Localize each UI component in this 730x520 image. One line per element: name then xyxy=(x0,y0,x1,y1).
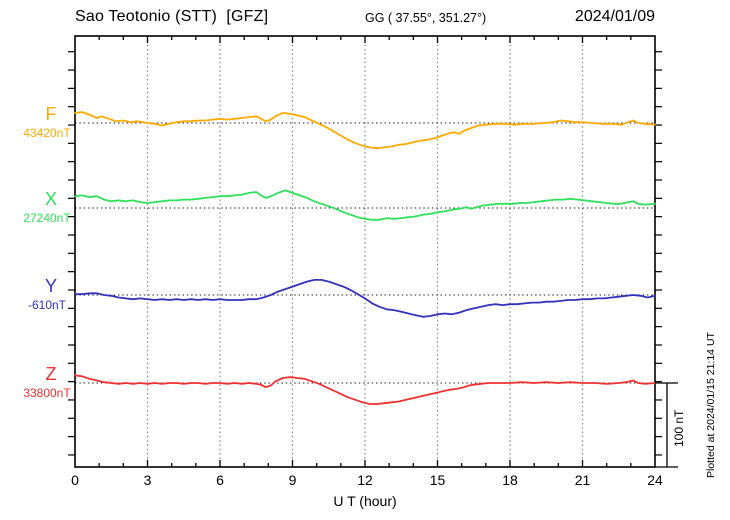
geographic-coordinates: GG ( 37.55°, 351.27°) xyxy=(365,11,487,25)
series-baseline-value-X: 27240nT xyxy=(23,211,71,225)
plot-date: 2024/01/09 xyxy=(574,8,655,25)
station-title: Sao Teotonio (STT) [GFZ] xyxy=(75,8,269,25)
series-baseline-value-F: 43420nT xyxy=(23,126,71,140)
series-baseline-value-Y: -610nT xyxy=(27,298,67,312)
x-tick-label-6: 6 xyxy=(216,472,224,488)
series-letter-X: X xyxy=(44,189,58,209)
x-tick-label-24: 24 xyxy=(647,472,663,488)
curve-Z xyxy=(74,374,656,405)
series-baseline-value-Z: 33800nT xyxy=(23,386,71,400)
x-axis-label: U T (hour) xyxy=(333,493,397,509)
series-letter-F: F xyxy=(45,104,57,124)
x-tick-label-12: 12 xyxy=(357,472,373,488)
curve-X xyxy=(74,189,656,221)
plotted-at-note: Plotted at 2024/01/15 21:14 UT xyxy=(705,332,717,478)
x-tick-label-9: 9 xyxy=(288,472,297,488)
curve-Y xyxy=(74,278,656,318)
x-tick-label-21: 21 xyxy=(574,472,591,488)
curve-F xyxy=(74,111,656,150)
series-letter-Z: Z xyxy=(45,364,57,384)
scale-bar-label: 100 nT xyxy=(672,409,686,447)
x-tick-label-15: 15 xyxy=(429,472,446,488)
x-tick-label-3: 3 xyxy=(143,472,152,488)
plot-frame xyxy=(74,35,656,468)
x-tick-label-18: 18 xyxy=(502,472,518,488)
series-letter-Y: Y xyxy=(44,276,58,296)
x-tick-label-0: 0 xyxy=(71,472,79,488)
